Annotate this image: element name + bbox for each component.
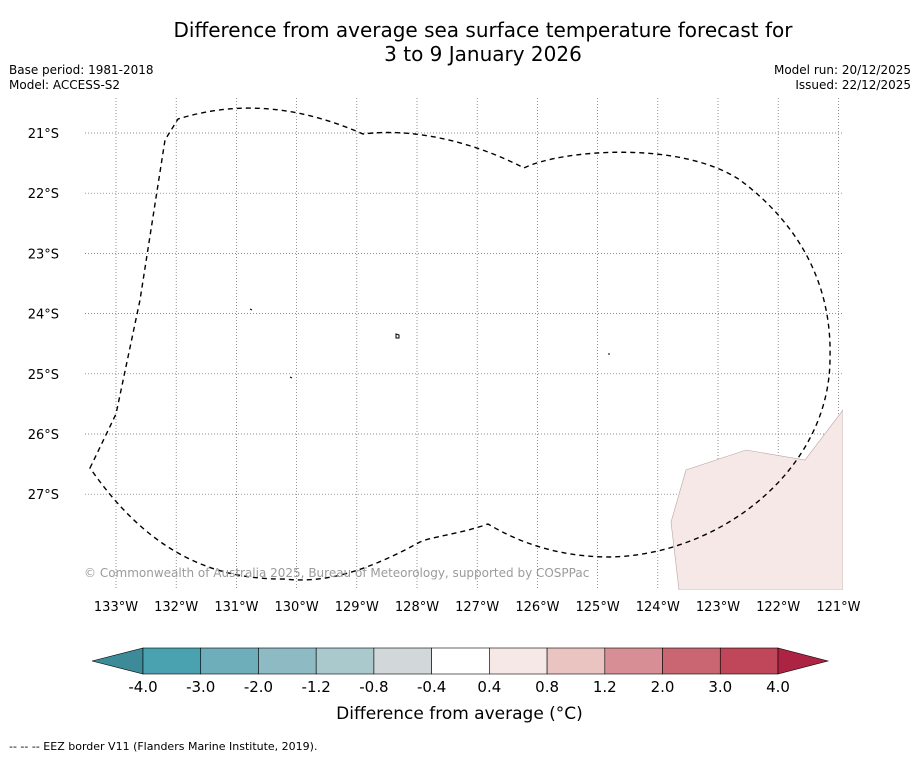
island (289, 376, 293, 379)
colorbar: -4.0 -3.0 -2.0 -1.2 -0.8 -0.4 0.4 0.8 1.2 2.0 3.0 4… (91, 647, 830, 696)
colorbar-segment (604, 647, 663, 675)
longitude-label: 128°W (395, 600, 439, 615)
latitude-labels: 21°S 22°S 23°S 24°S 25°S 26°S 27°S (28, 127, 59, 503)
longitude-label: 130°W (275, 600, 319, 615)
longitude-label: 133°W (94, 600, 138, 615)
colorbar-tick-label: 0.8 (535, 678, 559, 696)
colorbar-segment (315, 647, 375, 675)
model-name: Model: ACCESS-S2 (9, 78, 121, 92)
colorbar-segment (431, 647, 490, 675)
colorbar-tick-label: -0.8 (359, 678, 388, 696)
colorbar-tick-label: -3.0 (186, 678, 215, 696)
colorbar-extend-high (777, 647, 830, 675)
colorbar-segment (373, 647, 432, 675)
model-run: Model run: 20/12/2025 (773, 63, 911, 77)
longitude-label: 126°W (515, 600, 559, 615)
colorbar-label: Difference from average (°C) (336, 704, 583, 724)
island (249, 308, 253, 311)
longitude-label: 131°W (214, 600, 258, 615)
colorbar-segment (258, 647, 317, 675)
colorbar-tick-label: 3.0 (708, 678, 732, 696)
latitude-label: 27°S (28, 488, 59, 503)
latitude-label: 23°S (28, 247, 59, 262)
colorbar-segment (142, 647, 202, 675)
colorbar-extend-low (91, 647, 144, 675)
latitude-label: 22°S (28, 187, 59, 202)
colorbar-segment (489, 647, 548, 675)
latitude-label: 25°S (28, 368, 59, 383)
colorbar-tick-label: 0.4 (477, 678, 501, 696)
colorbar-segment (546, 647, 606, 675)
base-period: Base period: 1981-2018 (9, 63, 154, 77)
map: © Commonwealth of Australia 2025, Bureau… (28, 98, 861, 615)
longitude-label: 124°W (636, 600, 680, 615)
colorbar-tick-label: 4.0 (766, 678, 790, 696)
latitude-label: 26°S (28, 428, 59, 443)
title-line-2: 3 to 9 January 2026 (384, 42, 582, 66)
longitude-label: 122°W (756, 600, 800, 615)
copyright-text: © Commonwealth of Australia 2025, Bureau… (84, 566, 589, 580)
colorbar-tick-label: -4.0 (128, 678, 157, 696)
longitude-label: 123°W (696, 600, 740, 615)
colorbar-tick-label: 2.0 (651, 678, 675, 696)
colorbar-tick-label: -1.2 (302, 678, 331, 696)
longitude-label: 129°W (335, 600, 379, 615)
longitude-label: 125°W (576, 600, 620, 615)
warm-anomaly-region (670, 409, 843, 590)
eez-legend-note: -- -- -- EEZ border V11 (Flanders Marine… (9, 740, 318, 753)
graticule (85, 98, 843, 590)
eez-border (89, 107, 831, 581)
colorbar-segment (719, 647, 779, 675)
title-line-1: Difference from average sea surface temp… (173, 18, 793, 42)
colorbar-tick-label: 1.2 (593, 678, 617, 696)
issued-date: Issued: 22/12/2025 (795, 78, 911, 92)
longitude-label: 121°W (816, 600, 860, 615)
meta-right: Model run: 20/12/2025 Issued: 22/12/2025 (774, 63, 911, 93)
longitude-label: 127°W (455, 600, 499, 615)
island (395, 333, 400, 339)
map-title: Difference from average sea surface temp… (0, 18, 919, 66)
meta-left: Base period: 1981-2018 Model: ACCESS-S2 (9, 63, 154, 93)
latitude-label: 24°S (28, 308, 59, 323)
longitude-labels: 133°W 132°W 131°W 130°W 129°W 128°W 127°W 126°W… (94, 600, 861, 615)
colorbar-segment (200, 647, 259, 675)
longitude-label: 132°W (154, 600, 198, 615)
colorbar-segment (662, 647, 721, 675)
latitude-label: 21°S (28, 127, 59, 142)
colorbar-tick-label: -2.0 (244, 678, 273, 696)
colorbar-tick-label: -0.4 (417, 678, 446, 696)
